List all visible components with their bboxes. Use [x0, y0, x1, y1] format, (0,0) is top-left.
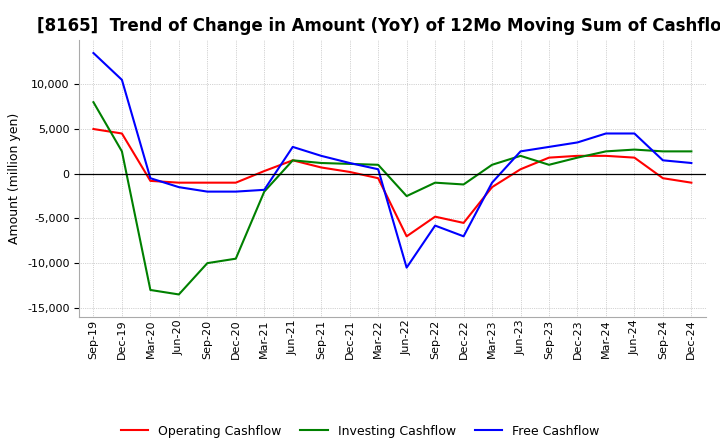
- Operating Cashflow: [431, 214, 439, 219]
- Operating Cashflow: [545, 155, 554, 160]
- Investing Cashflow: [659, 149, 667, 154]
- Free Cashflow: [659, 158, 667, 163]
- Operating Cashflow: [687, 180, 696, 185]
- Free Cashflow: [374, 167, 382, 172]
- Operating Cashflow: [487, 184, 496, 190]
- Operating Cashflow: [260, 169, 269, 174]
- Operating Cashflow: [146, 178, 155, 183]
- Investing Cashflow: [174, 292, 183, 297]
- Free Cashflow: [232, 189, 240, 194]
- Free Cashflow: [630, 131, 639, 136]
- Operating Cashflow: [174, 180, 183, 185]
- Operating Cashflow: [659, 176, 667, 181]
- Free Cashflow: [174, 184, 183, 190]
- Operating Cashflow: [289, 158, 297, 163]
- Investing Cashflow: [602, 149, 611, 154]
- Free Cashflow: [203, 189, 212, 194]
- Free Cashflow: [431, 223, 439, 228]
- Legend: Operating Cashflow, Investing Cashflow, Free Cashflow: Operating Cashflow, Investing Cashflow, …: [116, 420, 604, 440]
- Title: [8165]  Trend of Change in Amount (YoY) of 12Mo Moving Sum of Cashflows: [8165] Trend of Change in Amount (YoY) o…: [37, 17, 720, 35]
- Operating Cashflow: [516, 167, 525, 172]
- Investing Cashflow: [260, 189, 269, 194]
- Free Cashflow: [573, 140, 582, 145]
- Operating Cashflow: [630, 155, 639, 160]
- Investing Cashflow: [487, 162, 496, 168]
- Investing Cashflow: [89, 99, 98, 105]
- Operating Cashflow: [573, 153, 582, 158]
- Free Cashflow: [487, 180, 496, 185]
- Free Cashflow: [545, 144, 554, 150]
- Operating Cashflow: [203, 180, 212, 185]
- Free Cashflow: [117, 77, 126, 82]
- Free Cashflow: [317, 153, 325, 158]
- Free Cashflow: [289, 144, 297, 150]
- Free Cashflow: [402, 265, 411, 270]
- Investing Cashflow: [630, 147, 639, 152]
- Investing Cashflow: [573, 155, 582, 160]
- Investing Cashflow: [374, 162, 382, 168]
- Free Cashflow: [89, 50, 98, 55]
- Investing Cashflow: [402, 194, 411, 199]
- Line: Investing Cashflow: Investing Cashflow: [94, 102, 691, 294]
- Investing Cashflow: [117, 149, 126, 154]
- Free Cashflow: [146, 176, 155, 181]
- Operating Cashflow: [459, 220, 468, 226]
- Line: Free Cashflow: Free Cashflow: [94, 53, 691, 268]
- Operating Cashflow: [232, 180, 240, 185]
- Operating Cashflow: [89, 126, 98, 132]
- Investing Cashflow: [687, 149, 696, 154]
- Investing Cashflow: [459, 182, 468, 187]
- Line: Operating Cashflow: Operating Cashflow: [94, 129, 691, 236]
- Operating Cashflow: [117, 131, 126, 136]
- Y-axis label: Amount (million yen): Amount (million yen): [9, 113, 22, 244]
- Investing Cashflow: [516, 153, 525, 158]
- Free Cashflow: [687, 160, 696, 165]
- Free Cashflow: [260, 187, 269, 192]
- Operating Cashflow: [602, 153, 611, 158]
- Investing Cashflow: [289, 158, 297, 163]
- Operating Cashflow: [346, 169, 354, 175]
- Investing Cashflow: [203, 260, 212, 266]
- Investing Cashflow: [431, 180, 439, 185]
- Free Cashflow: [346, 160, 354, 165]
- Operating Cashflow: [402, 234, 411, 239]
- Investing Cashflow: [232, 256, 240, 261]
- Investing Cashflow: [317, 160, 325, 165]
- Investing Cashflow: [346, 161, 354, 166]
- Free Cashflow: [516, 149, 525, 154]
- Operating Cashflow: [317, 165, 325, 170]
- Free Cashflow: [459, 234, 468, 239]
- Operating Cashflow: [374, 176, 382, 181]
- Investing Cashflow: [146, 287, 155, 293]
- Investing Cashflow: [545, 162, 554, 168]
- Free Cashflow: [602, 131, 611, 136]
